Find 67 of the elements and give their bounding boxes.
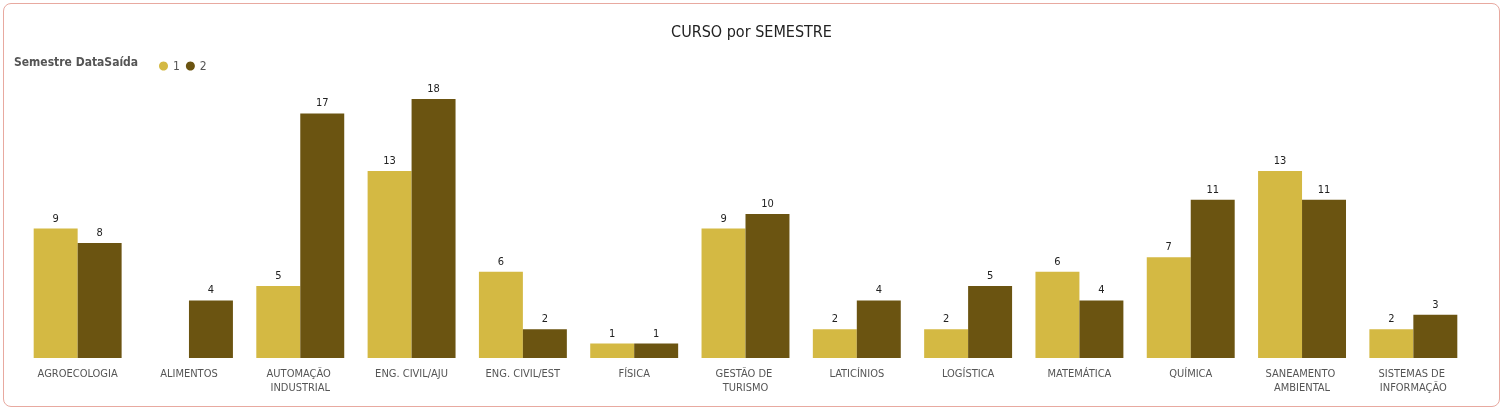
bar — [590, 343, 635, 358]
data-label: 8 — [96, 225, 103, 239]
data-label: 6 — [1054, 254, 1061, 268]
bar — [300, 113, 345, 358]
bar — [77, 242, 122, 358]
bar — [478, 271, 523, 358]
x-tick-label: ENG. CIVIL/AJU — [375, 366, 449, 380]
x-tick-label: LOGÍSTICA — [941, 366, 995, 380]
bar — [1190, 199, 1235, 358]
bar — [1369, 329, 1414, 358]
x-tick-label: SISTEMAS DE INFORMAÇÃO — [1378, 366, 1449, 394]
x-tick-label: LATICÍNIOS — [829, 366, 885, 380]
data-label: 17 — [315, 96, 329, 110]
data-label: 4 — [207, 283, 215, 297]
bar — [968, 286, 1013, 358]
x-tick-label: SANEAMENTO AMBIENTAL — [1265, 366, 1339, 394]
data-label: 6 — [497, 254, 505, 268]
bar — [1302, 199, 1347, 358]
x-tick-label: ALIMENTOS — [160, 366, 218, 380]
data-label: 2 — [1388, 312, 1395, 326]
bar — [33, 228, 78, 358]
x-tick-label: ENG. CIVIL/EST — [485, 366, 562, 380]
legend-title: Semestre DataSaída — [14, 55, 139, 69]
bar — [1258, 170, 1303, 358]
data-label: 1 — [609, 326, 616, 340]
data-label: 5 — [275, 269, 282, 283]
bar — [924, 329, 969, 358]
bar — [1146, 257, 1191, 358]
x-tick-label: GESTÃO DE TURISMO — [715, 366, 776, 394]
data-label: 18 — [427, 82, 440, 95]
data-label: 5 — [986, 269, 994, 283]
data-label: 2 — [942, 312, 950, 326]
data-label: 13 — [383, 153, 396, 167]
x-tick-label: AGROECOLOGIA — [37, 366, 118, 380]
bar — [1413, 314, 1458, 358]
data-label: 10 — [761, 197, 774, 211]
data-label: 9 — [52, 211, 59, 225]
data-label: 11 — [1317, 182, 1331, 196]
data-label: 4 — [875, 283, 882, 297]
data-label: 11 — [1206, 182, 1220, 196]
legend-label: 2 — [199, 59, 207, 73]
bar — [745, 214, 790, 358]
bar — [856, 300, 901, 358]
data-label: 13 — [1273, 153, 1287, 167]
bar — [188, 300, 233, 358]
bar — [411, 99, 456, 358]
x-tick-label: MATEMÁTICA — [1047, 366, 1112, 380]
data-label: 2 — [831, 312, 838, 326]
data-label: 2 — [541, 312, 549, 326]
bar — [1079, 300, 1124, 358]
x-tick-label: AUTOMAÇÃO INDUSTRIAL — [266, 366, 334, 394]
legend-label: 1 — [173, 59, 180, 73]
bar — [701, 228, 746, 358]
chart-title: CURSO por SEMESTRE — [671, 21, 832, 41]
data-label: 4 — [1098, 283, 1105, 297]
bar — [812, 329, 857, 358]
bar — [522, 329, 567, 358]
bar — [1035, 271, 1080, 358]
bar — [256, 286, 301, 358]
x-tick-label: QUÍMICA — [1169, 366, 1213, 380]
data-label: 7 — [1165, 240, 1172, 254]
data-label: 3 — [1432, 297, 1439, 311]
bar — [367, 170, 412, 358]
data-label: 1 — [653, 326, 660, 340]
bar — [634, 343, 679, 358]
data-label: 9 — [720, 211, 727, 225]
x-tick-label: FÍSICA — [618, 366, 651, 380]
